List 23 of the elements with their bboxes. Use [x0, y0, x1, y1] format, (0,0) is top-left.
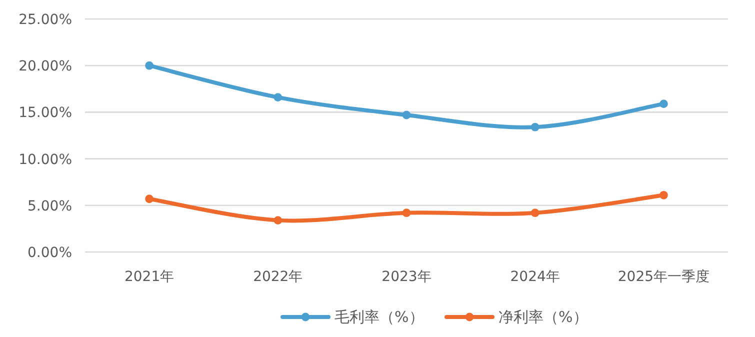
point [274, 216, 282, 225]
x-tick-label: 2025年一季度 [618, 269, 710, 285]
y-tick-label: 15.00% [18, 105, 72, 122]
point [402, 208, 411, 218]
x-tick-label: 2024年 [510, 269, 560, 285]
point [274, 93, 282, 102]
y-tick-label: 10.00% [18, 152, 72, 168]
legend-label: 净利率（%） [498, 308, 588, 326]
y-tick-label: 25.00% [18, 12, 72, 28]
legend-label: 毛利率（%） [334, 308, 424, 326]
point [660, 190, 668, 200]
point [530, 122, 540, 132]
point [145, 61, 154, 70]
x-tick-label: 2021年 [124, 269, 174, 285]
point [660, 100, 668, 108]
y-tick-label: 5.00% [28, 198, 72, 214]
point [145, 194, 154, 204]
x-tick-label: 2022年 [253, 269, 303, 285]
point [402, 110, 411, 120]
x-tick-label: 2023年 [382, 269, 432, 285]
point [530, 208, 540, 218]
y-tick-label: 20.00% [18, 58, 72, 75]
y-tick-label: 0.00% [28, 245, 72, 261]
